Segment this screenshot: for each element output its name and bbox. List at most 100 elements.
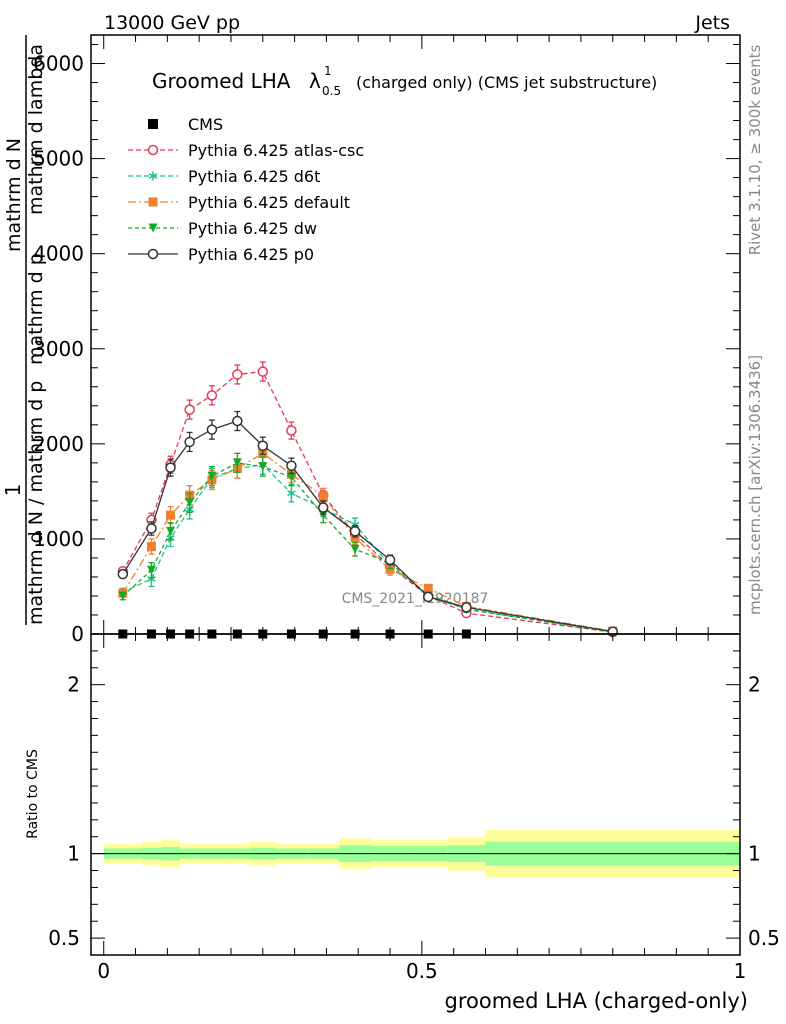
data-point xyxy=(206,390,218,401)
ratio-axis-ticks xyxy=(91,634,741,955)
data-point xyxy=(184,436,195,448)
legend-label: Pythia 6.425 atlas-csc xyxy=(188,141,364,160)
data-point xyxy=(317,502,329,513)
y-tick-label: 0 xyxy=(71,622,84,646)
ratio-y-tick-labels: 0.5 0.5 1 1 2 2 xyxy=(48,673,780,950)
ratio-y-tick-label-right: 1 xyxy=(748,842,761,866)
ratio-plot: 0.5 0.51 12 2 0 0.5 1 Ratio to CMS groomed LH… xyxy=(25,633,780,1013)
data-point xyxy=(350,533,360,543)
ylabel-denominator: mathrm d N / mathrm d p xyxy=(25,381,47,625)
header-energy-label: 13000 GeV pp xyxy=(104,12,240,34)
chart-title-subscript: 0.5 xyxy=(322,84,341,98)
star-stroke xyxy=(148,173,158,179)
ratio-y-tick-label: 1 xyxy=(67,842,80,866)
x-tick-label: 0 xyxy=(97,959,110,983)
series-line xyxy=(122,420,613,633)
legend-label: CMS xyxy=(188,115,223,134)
legend-marker xyxy=(148,223,158,233)
data-point xyxy=(118,591,128,601)
mcplots-label: mcplots.cern.ch [arXiv:1306.3436] xyxy=(746,355,764,615)
data-point xyxy=(461,602,472,613)
rivet-version-label: Rivet 3.1.10, ≥ 300k events xyxy=(746,45,764,256)
chart-title-superscript: 1 xyxy=(324,64,332,78)
legend: CMS Pythia 6.425 atlas-csc Pythia 6.425 d6… xyxy=(128,115,364,264)
legend-label: Pythia 6.425 p0 xyxy=(188,245,314,264)
legend-marker xyxy=(147,248,159,260)
data-point xyxy=(146,523,157,534)
data-point xyxy=(385,564,395,574)
ratio-y-tick-label-right: 0.5 xyxy=(748,926,780,950)
ratio-y-tick-label: 0.5 xyxy=(48,926,80,950)
x-tick-label: 0.5 xyxy=(406,959,438,983)
legend-entry: Pythia 6.425 dw xyxy=(128,219,317,238)
chart-title-lambda: λ xyxy=(309,69,321,93)
data-point xyxy=(318,510,328,520)
main-series-layer xyxy=(117,361,618,638)
star-stroke xyxy=(287,490,296,497)
data-point xyxy=(166,526,176,536)
data-point xyxy=(287,488,296,498)
header-jets-label: Jets xyxy=(694,12,730,34)
data-point xyxy=(423,583,433,593)
data-point xyxy=(206,424,218,435)
legend-marker xyxy=(148,197,158,207)
ylabel-dpt: mathrm d p xyxy=(25,253,47,365)
series-line xyxy=(122,464,613,633)
series-3 xyxy=(118,452,618,637)
data-point xyxy=(232,369,243,380)
ylabel-dN: mathrm d N xyxy=(3,138,25,252)
legend-marker xyxy=(147,144,159,156)
data-point xyxy=(146,565,156,575)
legend-marker xyxy=(148,171,158,181)
data-point xyxy=(286,425,297,436)
main-y-axis-label: 1 mathrm d N / mathrm d p mathrm d N mat… xyxy=(1,35,47,625)
data-point xyxy=(117,568,129,580)
legend-entry: CMS xyxy=(148,115,223,134)
series-4 xyxy=(117,410,618,637)
data-point xyxy=(166,510,176,520)
legend-swatch xyxy=(148,119,158,129)
data-point xyxy=(286,472,296,482)
data-point xyxy=(349,526,361,537)
data-point xyxy=(165,462,176,473)
ylabel-one: 1 xyxy=(1,484,25,497)
legend-label: Pythia 6.425 dw xyxy=(188,219,317,238)
y-tick-label: 4000 xyxy=(33,242,84,266)
series-line xyxy=(122,462,613,633)
y-tick-label: 5000 xyxy=(33,147,84,171)
main-y-tick-labels: 0 1000 2000 3000 4000 5000 6000 xyxy=(33,52,84,646)
data-point xyxy=(258,462,268,472)
data-point xyxy=(318,491,328,501)
data-point xyxy=(257,366,269,377)
chart-title-rest: (charged only) (CMS jet substructure) xyxy=(356,73,657,92)
data-point xyxy=(286,460,297,471)
data-point xyxy=(232,458,242,468)
ratio-x-tick-labels: 0 0.5 1 xyxy=(97,959,746,983)
ylabel-dlambda: mathrm d lambda xyxy=(25,44,47,215)
data-point xyxy=(384,554,396,566)
legend-label: Pythia 6.425 default xyxy=(188,193,350,212)
chart-title-main: Groomed LHA xyxy=(152,69,291,93)
ratio-y-axis-label: Ratio to CMS xyxy=(25,749,41,839)
data-point xyxy=(185,498,195,508)
data-point xyxy=(146,542,156,552)
data-point xyxy=(257,440,269,451)
legend-entry: Pythia 6.425 p0 xyxy=(128,245,314,264)
data-point xyxy=(184,404,195,415)
x-axis-label: groomed LHA (charged-only) xyxy=(445,989,748,1013)
y-tick-label: 3000 xyxy=(33,337,84,361)
legend-entry: Pythia 6.425 d6t xyxy=(128,167,320,186)
y-tick-label: 2000 xyxy=(33,432,84,456)
y-tick-label: 6000 xyxy=(33,52,84,76)
x-tick-label: 1 xyxy=(734,959,747,983)
ratio-plot-frame xyxy=(90,633,741,956)
data-point xyxy=(422,591,434,603)
ratio-y-tick-label-right: 2 xyxy=(748,673,761,697)
ratio-y-tick-label: 2 xyxy=(67,673,80,697)
legend-entry: Pythia 6.425 default xyxy=(128,193,350,212)
legend-label: Pythia 6.425 d6t xyxy=(188,167,320,186)
data-point xyxy=(350,544,360,554)
data-point xyxy=(232,415,243,427)
